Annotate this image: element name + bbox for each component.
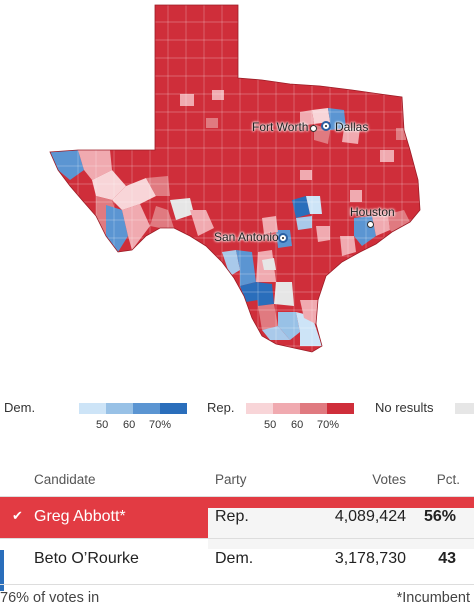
legend-dem-label: Dem. [4, 400, 36, 415]
legend-dem-tick: 60 [123, 419, 136, 431]
legend-rep-tick: 70% [317, 419, 340, 431]
legend-rep-tick: 60 [291, 419, 304, 431]
dallas-dot [321, 121, 331, 131]
results-table: Candidate Party Votes Pct. ✔ Greg Abbott… [0, 466, 474, 591]
winner-check-icon: ✔ [12, 508, 23, 523]
texas-county-map-svg [49, 4, 421, 353]
houston-label: Houston [350, 205, 395, 219]
legend-dem-tick: 70% [149, 419, 172, 431]
map-legend: Dem. 50 60 70% Rep. 50 60 70% No results [0, 400, 474, 440]
county-fills [50, 90, 410, 346]
header-candidate: Candidate [34, 472, 96, 487]
candidate-row: Beto O’Rourke Dem. 3,178,730 43 [0, 538, 474, 591]
legend-rep-label: Rep. [207, 400, 235, 415]
state-base-shape [50, 5, 420, 352]
candidate-votes: 3,178,730 [334, 550, 406, 567]
dem-party-bar [0, 550, 4, 591]
legend-rep-swatch-1 [246, 403, 273, 414]
legend-dem-tick: 50 [96, 419, 109, 431]
candidate-pct: 56% [423, 508, 456, 525]
header-votes: Votes [372, 472, 406, 487]
legend-no-results-swatch [455, 403, 474, 414]
san-antonio-label: San Antonio [214, 230, 279, 244]
state-outline [49, 4, 421, 353]
candidate-name: Beto O’Rourke [34, 550, 139, 567]
legend-no-results-label: No results [375, 400, 434, 415]
dallas-label: Dallas [335, 120, 369, 134]
candidate-row-winner: ✔ Greg Abbott* Rep. 4,089,424 56% [0, 496, 474, 549]
header-pct: Pct. [436, 472, 460, 487]
legend-rep-swatch-2 [273, 403, 300, 414]
candidate-party: Dem. [215, 550, 254, 567]
legend-rep-swatch-3 [300, 403, 327, 414]
legend-dem-swatch-4 [160, 403, 187, 414]
results-footer: 76% of votes in *Incumbent [0, 584, 474, 615]
fort-worth-dot [310, 125, 317, 132]
header-party: Party [215, 472, 247, 487]
results-table-header: Candidate Party Votes Pct. [0, 466, 474, 496]
incumbent-note: *Incumbent [396, 590, 470, 606]
reporting-status: 76% of votes in [0, 590, 100, 606]
candidate-party: Rep. [215, 508, 249, 525]
houston-dot [367, 221, 374, 228]
legend-rep-tick: 50 [264, 419, 277, 431]
winner-party-cell-bg [208, 508, 474, 549]
legend-dem-swatch-1 [79, 403, 106, 414]
candidate-name: Greg Abbott* [34, 508, 126, 525]
san-antonio-dot [278, 233, 288, 243]
legend-rep-swatch-4 [327, 403, 354, 414]
texas-results-map[interactable]: Fort Worth Dallas Houston San Antonio [0, 0, 474, 395]
fort-worth-label: Fort Worth [252, 120, 309, 134]
legend-dem-swatch-2 [106, 403, 133, 414]
candidate-pct: 43 [438, 550, 456, 567]
candidate-votes: 4,089,424 [334, 508, 406, 525]
legend-dem-swatch-3 [133, 403, 160, 414]
